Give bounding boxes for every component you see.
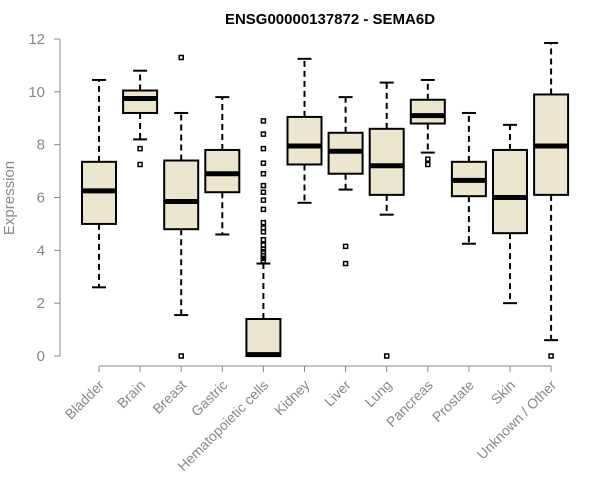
box-breast xyxy=(163,54,200,359)
box-brain xyxy=(122,69,159,168)
x-tick-label: Kidney xyxy=(271,377,313,419)
outlier-point xyxy=(137,161,143,168)
outlier-point xyxy=(137,145,143,152)
outlier-point xyxy=(260,229,267,235)
y-axis: 0 2 4 6 8 10 12 xyxy=(28,31,61,365)
outlier-point xyxy=(342,260,349,267)
box-skin xyxy=(492,123,528,305)
box-liver xyxy=(327,96,364,267)
box-iqr xyxy=(492,148,528,235)
box-kidney xyxy=(286,57,323,204)
outlier-point xyxy=(260,160,267,166)
y-tick-label: 12 xyxy=(28,31,45,48)
outlier-point xyxy=(260,118,267,124)
x-tick-label: Breast xyxy=(149,377,189,417)
box-iqr xyxy=(204,148,241,194)
box-gastric xyxy=(204,96,241,236)
x-tick-label: Lung xyxy=(361,377,394,410)
outlier-point xyxy=(260,189,267,195)
outlier-point xyxy=(260,197,267,203)
outlier-point xyxy=(260,145,267,152)
x-tick-label: Brain xyxy=(114,377,148,411)
outlier-point xyxy=(260,219,267,226)
outlier-point xyxy=(260,237,267,243)
outlier-point xyxy=(260,206,267,213)
outlier-point xyxy=(342,243,349,250)
y-tick-label: 0 xyxy=(37,348,45,365)
box-iqr xyxy=(122,89,159,114)
outlier-point xyxy=(548,353,554,359)
outlier-point xyxy=(260,182,267,189)
y-tick-label: 10 xyxy=(28,84,45,101)
chart-title: ENSG00000137872 - SEMA6D xyxy=(225,11,435,28)
box-pancreas xyxy=(409,78,446,168)
box-unknown-other xyxy=(533,41,570,359)
box-hematopoietic-cells xyxy=(245,118,282,358)
outlier-point xyxy=(260,170,267,177)
box-lung xyxy=(368,81,405,359)
y-tick-label: 4 xyxy=(37,242,45,259)
x-tick-label: Liver xyxy=(321,377,354,410)
x-tick-label: Skin xyxy=(488,377,519,408)
box-iqr xyxy=(409,98,446,125)
box-iqr xyxy=(286,115,323,166)
outlier-point xyxy=(260,131,267,137)
y-tick-label: 8 xyxy=(37,137,45,154)
box-iqr xyxy=(368,127,405,196)
outlier-point xyxy=(383,353,390,359)
plot-area xyxy=(81,41,570,359)
box-iqr xyxy=(163,159,200,231)
outlier-point xyxy=(260,258,267,264)
y-tick-label: 2 xyxy=(37,295,45,312)
outlier-point xyxy=(178,353,184,359)
x-tick-label: Bladder xyxy=(62,377,108,423)
box-iqr xyxy=(245,318,282,357)
outlier-point xyxy=(425,156,431,162)
y-axis-label: Expression xyxy=(1,161,18,235)
box-bladder xyxy=(81,78,117,289)
x-tick-label: Prostate xyxy=(429,377,477,425)
y-tick-label: 6 xyxy=(37,190,45,207)
outlier-point xyxy=(178,54,184,61)
box-prostate xyxy=(450,111,487,245)
outlier-point xyxy=(425,161,431,168)
